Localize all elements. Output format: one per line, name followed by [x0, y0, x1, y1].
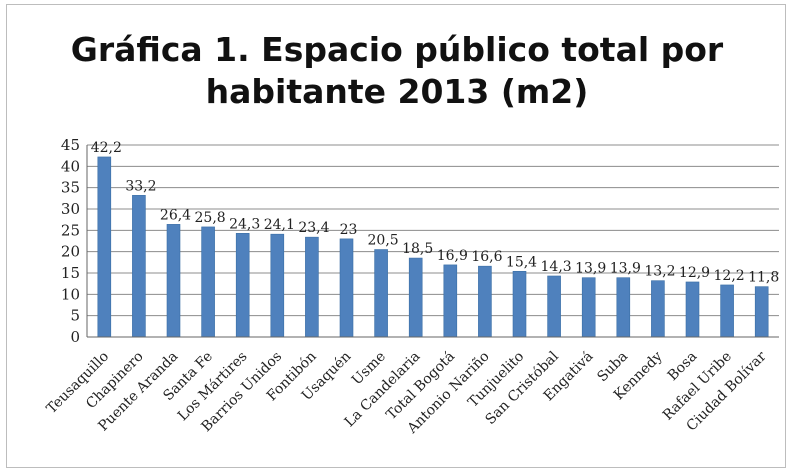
data-label: 16,6: [471, 249, 502, 265]
chart-frame: Gráfica 1. Espacio público total por hab…: [6, 4, 786, 468]
bar: [685, 281, 700, 338]
bar: [581, 277, 596, 338]
bar: [408, 257, 423, 338]
y-tick-label: 40: [61, 157, 80, 175]
data-label: 18,5: [402, 241, 433, 257]
data-label: 24,3: [229, 216, 260, 232]
data-label: 12,2: [714, 268, 745, 284]
bar: [478, 265, 492, 338]
bar: [512, 270, 527, 338]
y-tick-label: 5: [70, 307, 80, 325]
bar: [651, 280, 665, 338]
bar: [97, 156, 112, 338]
y-tick-label: 10: [61, 285, 80, 303]
data-label: 33,2: [125, 178, 156, 194]
data-label: 26,4: [160, 207, 191, 223]
y-tick-label: 25: [61, 221, 80, 239]
data-label: 13,9: [575, 261, 606, 277]
bar: [754, 286, 769, 338]
chart-title-line1: Gráfica 1. Espacio público total por: [70, 30, 724, 69]
bar: [339, 238, 354, 338]
data-label: 13,2: [644, 264, 675, 280]
y-tick-label: 15: [61, 264, 80, 282]
data-label: 24,1: [264, 217, 295, 233]
bar: [270, 233, 285, 338]
bar: [305, 236, 319, 338]
y-tick-label: 0: [70, 328, 80, 346]
data-label: 11,8: [748, 270, 779, 286]
bar: [132, 195, 146, 338]
data-label: 23,4: [298, 220, 329, 236]
data-label: 13,9: [610, 261, 641, 277]
chart-title-line2: habitante 2013 (m2): [205, 72, 589, 111]
bars: [97, 156, 769, 338]
bar: [235, 233, 250, 338]
data-label: 15,4: [506, 254, 537, 270]
bar: [616, 277, 631, 338]
y-tick-label: 45: [61, 136, 80, 154]
y-axis-ticks: 0 5 10 15 20 25 30 35 40 45: [61, 136, 80, 346]
bar: [547, 275, 561, 338]
y-tick-label: 30: [61, 200, 80, 218]
bar: [374, 249, 388, 338]
chart-title: Gráfica 1. Espacio público total por hab…: [7, 29, 787, 113]
data-label: 25,8: [195, 210, 226, 226]
y-tick-label: 35: [61, 179, 80, 197]
data-label: 16,9: [437, 248, 468, 264]
data-label: 12,9: [679, 265, 710, 281]
bar: [720, 284, 734, 338]
bar: [166, 224, 181, 338]
data-label: 20,5: [368, 233, 399, 249]
bar: [443, 264, 458, 338]
data-label: 14,3: [541, 259, 572, 275]
data-label: 23: [340, 222, 358, 238]
y-tick-label: 20: [61, 243, 80, 261]
data-label: 42,2: [91, 140, 122, 156]
bar: [201, 226, 215, 338]
grid-lines: [87, 144, 779, 317]
